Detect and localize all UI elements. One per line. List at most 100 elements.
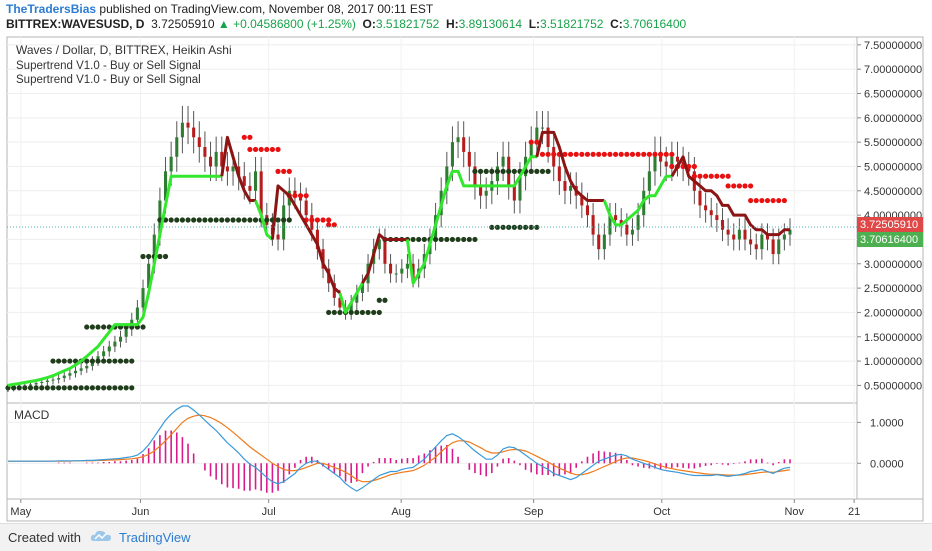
buy-dot [354, 309, 360, 316]
time-tick-label: Nov [784, 506, 804, 518]
high-value: 3.89130614 [458, 17, 523, 31]
buy-dot [140, 253, 146, 260]
candle-body [203, 147, 207, 157]
chart-area[interactable]: 7.50000000 7.00000000 6.50000000 6.00000000… [0, 32, 932, 523]
buy-dot [129, 385, 135, 391]
sell-dot [247, 146, 253, 153]
open-value: 3.51821752 [375, 17, 440, 31]
buy-dot [112, 385, 118, 391]
buy-dot [477, 168, 484, 174]
price-tick-label: 7.00000000 [864, 64, 922, 76]
sell-dot [607, 151, 613, 157]
candle-body [411, 263, 415, 279]
buy-dot [511, 168, 517, 174]
buy-dot [472, 236, 478, 243]
time-axis[interactable] [6, 498, 924, 522]
candle-body [186, 122, 190, 128]
buy-dot [61, 358, 67, 364]
sell-dot [539, 151, 546, 157]
buy-dot [494, 224, 501, 230]
macd-line [8, 405, 791, 492]
sell-dot [303, 193, 309, 199]
buy-dot [275, 217, 281, 223]
buy-dot [236, 217, 242, 223]
buy-dot [371, 309, 377, 316]
buy-dot [528, 168, 534, 174]
price-tick-label: 2.00000000 [864, 307, 922, 319]
buy-dot [483, 168, 489, 174]
sell-dot [601, 151, 607, 157]
sell-dot [669, 163, 675, 170]
tradingview-brand[interactable]: TradingView [119, 530, 191, 545]
candle-body [557, 166, 561, 182]
sell-dot [731, 183, 737, 189]
sell-dot [624, 151, 630, 157]
candle-body [147, 263, 151, 289]
buy-dot [117, 358, 124, 364]
footer-bar: Created with TradingView [0, 523, 932, 551]
buy-dot [337, 309, 343, 316]
sell-dot [292, 193, 298, 199]
sell-dot [528, 139, 534, 145]
price-tick-label: 5.50000000 [864, 137, 922, 149]
candle-body [315, 229, 319, 250]
candle-body [585, 205, 590, 216]
sell-dot [562, 151, 568, 157]
sell-dot [320, 217, 326, 223]
tradingview-cloud-icon[interactable] [90, 529, 112, 543]
candle-body [355, 292, 359, 303]
candle-body [40, 382, 44, 383]
published-text: published on TradingView.com, November 0… [99, 2, 434, 16]
candle-body [732, 234, 736, 240]
candle-body [231, 166, 235, 172]
sell-dot [309, 217, 315, 223]
sell-dot [714, 173, 720, 179]
candle-body [614, 215, 618, 220]
candle-body [591, 215, 595, 235]
price-axis[interactable] [856, 36, 924, 500]
sell-dot [629, 151, 636, 157]
buy-dot [421, 236, 427, 243]
buy-dot [16, 385, 22, 391]
sell-dot [573, 151, 579, 157]
candle-body [518, 176, 522, 201]
candle-body [535, 127, 539, 143]
candle-body [540, 127, 544, 129]
sell-dot [596, 151, 602, 157]
sell-dot [297, 193, 304, 199]
supertrend-down-line [670, 155, 790, 237]
sell-dot [764, 197, 771, 204]
macd-label: MACD [14, 408, 50, 422]
buy-dot [264, 217, 270, 223]
sell-dot [612, 151, 619, 157]
sell-dot [326, 222, 332, 228]
candle-body [720, 220, 725, 230]
candle-body [760, 234, 764, 250]
buy-dot [123, 358, 129, 364]
buy-dot [89, 385, 95, 391]
candle-body [569, 185, 573, 191]
supertrend-up-line [405, 155, 537, 285]
supertrend-up-line [7, 174, 222, 387]
buy-dot [117, 385, 124, 391]
candle-body [743, 229, 747, 240]
candle-body [102, 351, 106, 357]
price-change: +0.04586800 (+1.25%) [233, 17, 356, 31]
candle-body [749, 239, 753, 245]
buy-dot [101, 324, 107, 330]
candle-body [225, 166, 229, 172]
macd-tick-label: 0.0000 [870, 458, 904, 470]
price-pane[interactable] [6, 36, 858, 404]
candle-body [389, 263, 393, 274]
buy-dot [191, 217, 197, 223]
candle-body [248, 185, 252, 191]
candle-body [625, 224, 629, 235]
buy-dot [522, 224, 529, 230]
buy-dot [517, 224, 523, 230]
buy-dot [202, 217, 208, 223]
sell-dot [264, 146, 270, 153]
candle-body [653, 151, 657, 172]
author-name[interactable]: TheTradersBias [6, 2, 97, 16]
candle-body [192, 127, 196, 138]
candle-body [670, 156, 674, 167]
